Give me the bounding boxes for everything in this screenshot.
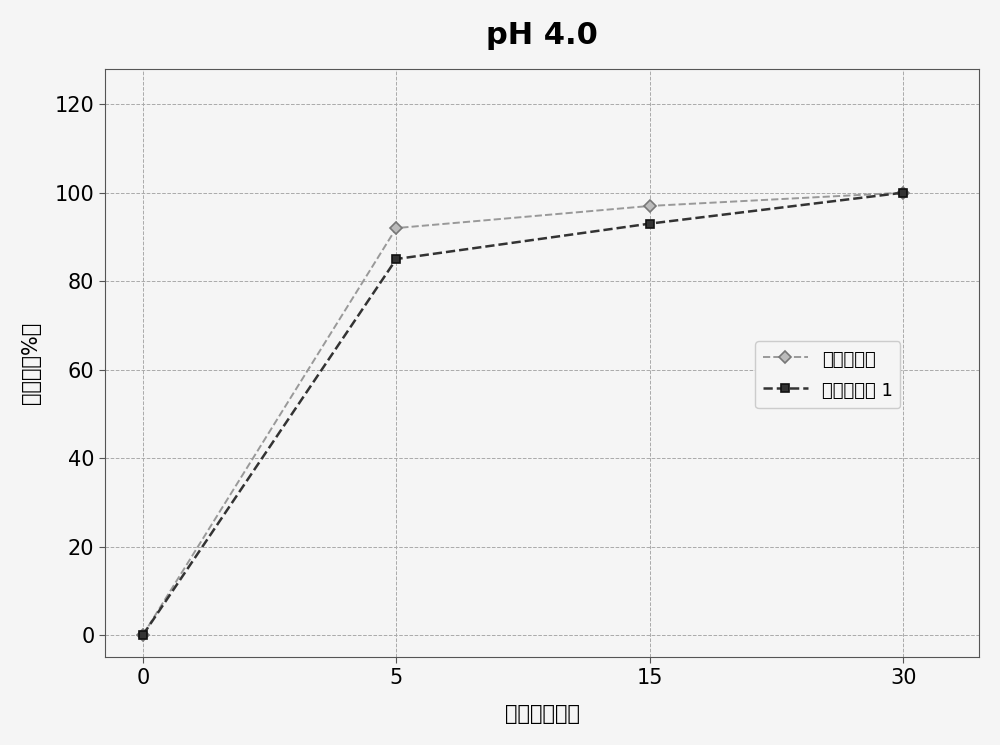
Y-axis label: 溶出度（%）: 溶出度（%） <box>21 322 41 404</box>
对比实施例 1 <box>390 255 402 264</box>
Legend: 加斯清片剂, 对比实施例 1: 加斯清片剂, 对比实施例 1 <box>755 341 900 408</box>
加斯清片剂 <box>390 224 402 232</box>
Title: pH 4.0: pH 4.0 <box>486 21 598 50</box>
对比实施例 1 <box>644 219 656 228</box>
Line: 对比实施例 1: 对比实施例 1 <box>139 188 907 639</box>
对比实施例 1 <box>897 188 909 197</box>
加斯清片剂 <box>644 201 656 210</box>
加斯清片剂 <box>897 188 909 197</box>
Line: 加斯清片剂: 加斯清片剂 <box>139 188 907 639</box>
对比实施例 1 <box>137 630 149 639</box>
加斯清片剂 <box>137 630 149 639</box>
X-axis label: 时间（分餈）: 时间（分餈） <box>505 704 580 724</box>
